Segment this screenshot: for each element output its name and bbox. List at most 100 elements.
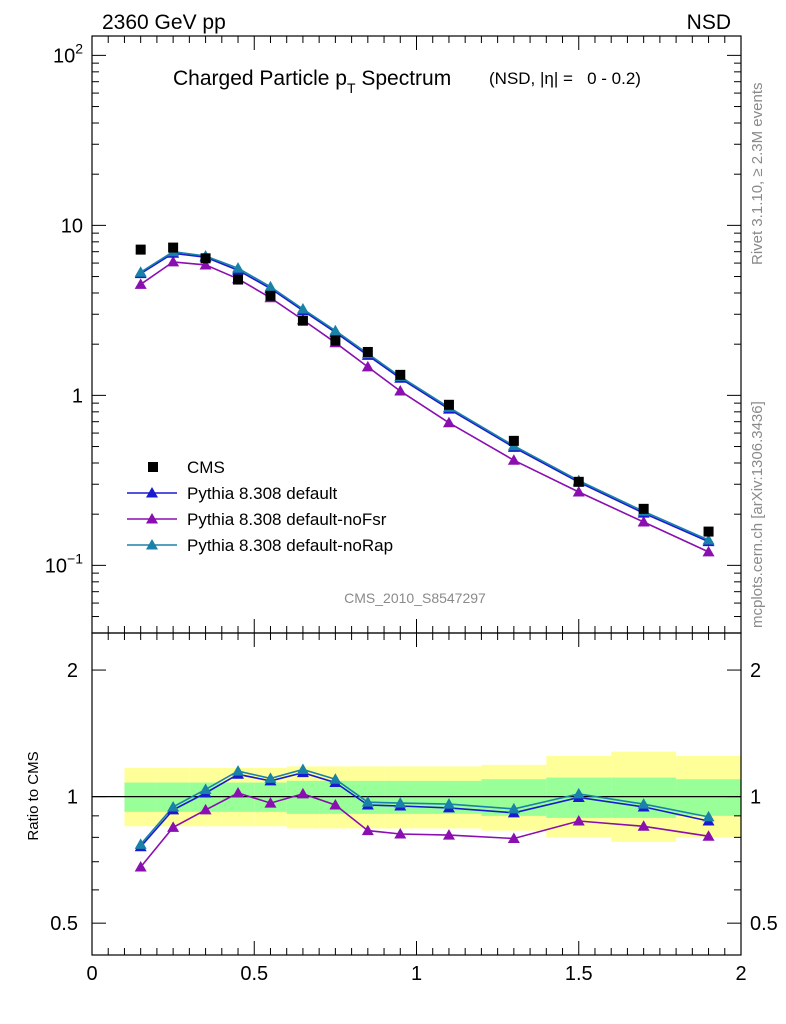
plot-title: Charged Particle pT Spectrum: [173, 67, 451, 96]
series-marker-2: [199, 258, 212, 270]
main-panel: 10−1 1 10 102: [45, 35, 742, 955]
ratio-marker-1: [232, 786, 245, 798]
ratio-marker-2: [394, 797, 407, 808]
cms-data-point: [168, 242, 179, 253]
cms-data-point: [703, 526, 714, 537]
series-marker-3: [329, 324, 342, 336]
x-tick-label: 0.5: [240, 963, 268, 985]
ratio-marker-1: [167, 821, 180, 832]
series-marker-2: [134, 278, 147, 289]
series-marker-3: [296, 303, 309, 314]
series-marker-2: [702, 545, 715, 557]
ratio-marker-1: [702, 830, 715, 841]
series-marker-2: [361, 360, 374, 372]
ratio-marker-2: [199, 783, 212, 794]
legend-marker: [146, 539, 158, 550]
ratio-marker-2: [637, 798, 650, 809]
cms-data-point: [573, 476, 584, 487]
legend: CMS Pythia 8.308 default Pythia 8.308 defa…: [127, 458, 393, 555]
ratio-y-tick-label-left: 1: [67, 787, 78, 809]
ratio-marker-1: [394, 827, 407, 839]
y-tick-label: 1: [72, 385, 83, 407]
ratio-marker-2: [167, 800, 180, 812]
legend-label: Pythia 8.308 default-noRap: [187, 536, 393, 555]
ratio-marker-2: [572, 787, 585, 799]
legend-marker-cms: [148, 462, 158, 472]
cms-data-point: [362, 346, 373, 357]
series-marker-2: [507, 454, 520, 465]
series-marker-3: [232, 262, 245, 273]
ratio-y-tick-label-left: 2: [67, 660, 78, 682]
ratio-marker-2: [361, 796, 374, 807]
cms-data-point: [200, 253, 211, 264]
cms-data-point: [233, 274, 244, 285]
ratio-marker-1: [361, 824, 374, 836]
cms-data-point: [135, 244, 146, 255]
ratio-marker-2: [442, 798, 455, 809]
legend-label: CMS: [187, 458, 225, 477]
plot-title-condition: (NSD, |η| = 0 - 0.2): [489, 69, 641, 88]
series-marker-2: [637, 515, 650, 527]
ratio-marker-1: [264, 797, 277, 808]
ratio-marker-2: [296, 763, 309, 775]
ratio-marker-1: [507, 832, 520, 843]
ratio-y-tick-label-right: 1: [750, 787, 761, 809]
x-tick-label: 1.5: [565, 963, 593, 985]
rivet-label: Rivet 3.1.10, ≥ 2.3M events: [749, 83, 766, 266]
ratio-marker-2: [232, 765, 245, 776]
ratio-y-tick-label-left: 0.5: [50, 913, 78, 935]
legend-label: Pythia 8.308 default-noFsr: [187, 510, 387, 529]
x-tick-label: 0: [86, 963, 97, 985]
ratio-y-tick-label-right: 0.5: [750, 913, 778, 935]
ratio-y-tick-label-right: 2: [750, 660, 761, 682]
ratio-marker-2: [702, 810, 715, 822]
legend-label: Pythia 8.308 default: [187, 484, 338, 503]
ratio-band-inner: [676, 779, 741, 816]
series-marker-2: [572, 486, 585, 497]
legend-marker: [146, 513, 158, 524]
ratio-marker-1: [442, 829, 455, 840]
series-marker-2: [167, 255, 180, 267]
ratio-marker-1: [199, 803, 212, 815]
ratio-marker-1: [134, 861, 147, 872]
series-marker-2: [394, 385, 407, 396]
cms-data-point: [297, 315, 308, 326]
cms-data-point: [443, 399, 454, 410]
plot-title-tail: Spectrum: [356, 67, 452, 90]
y-tick-label: 10−1: [45, 550, 83, 577]
cms-data-point: [395, 369, 406, 380]
cms-data-point: [330, 335, 341, 346]
ratio-marker-1: [637, 820, 650, 831]
ratio-panel: 0 0.5 1 1.5 2 0.5 0.5 1 1 2 2: [50, 632, 778, 985]
ratio-marker-2: [264, 772, 277, 783]
cms-data-point: [265, 290, 276, 301]
energy-label: 2360 GeV pp: [102, 11, 226, 34]
legend-marker: [146, 487, 158, 498]
y-tick-label: 102: [53, 40, 83, 67]
process-label: NSD: [687, 11, 731, 34]
analysis-id: CMS_2010_S8547297: [344, 590, 486, 606]
cms-data-point: [638, 503, 649, 514]
mcplots-label: mcplots.cern.ch [arXiv:1306.3436]: [749, 401, 766, 628]
series-line-2: [140, 261, 709, 553]
series-marker-3: [702, 533, 715, 545]
plot-title-main: Charged Particle p: [173, 67, 347, 90]
x-tick-label: 2: [735, 963, 746, 985]
ratio-marker-1: [296, 787, 309, 799]
y-tick-label: 10: [61, 215, 83, 237]
series-line-1: [140, 252, 709, 543]
ratio-line-2: [140, 768, 709, 845]
ratio-marker-2: [134, 838, 147, 849]
ratio-marker-2: [507, 802, 520, 814]
ratio-line-0: [140, 771, 709, 848]
series-marker-2: [442, 416, 455, 428]
ratio-marker-1: [572, 814, 585, 826]
plot-title-subscript: T: [347, 80, 356, 96]
ratio-line-1: [140, 792, 709, 868]
ratio-frame: [91, 632, 742, 956]
series-marker-3: [264, 280, 277, 292]
cms-data-point: [508, 435, 519, 446]
ratio-marker-2: [329, 773, 342, 784]
ratio-marker-1: [329, 799, 342, 810]
